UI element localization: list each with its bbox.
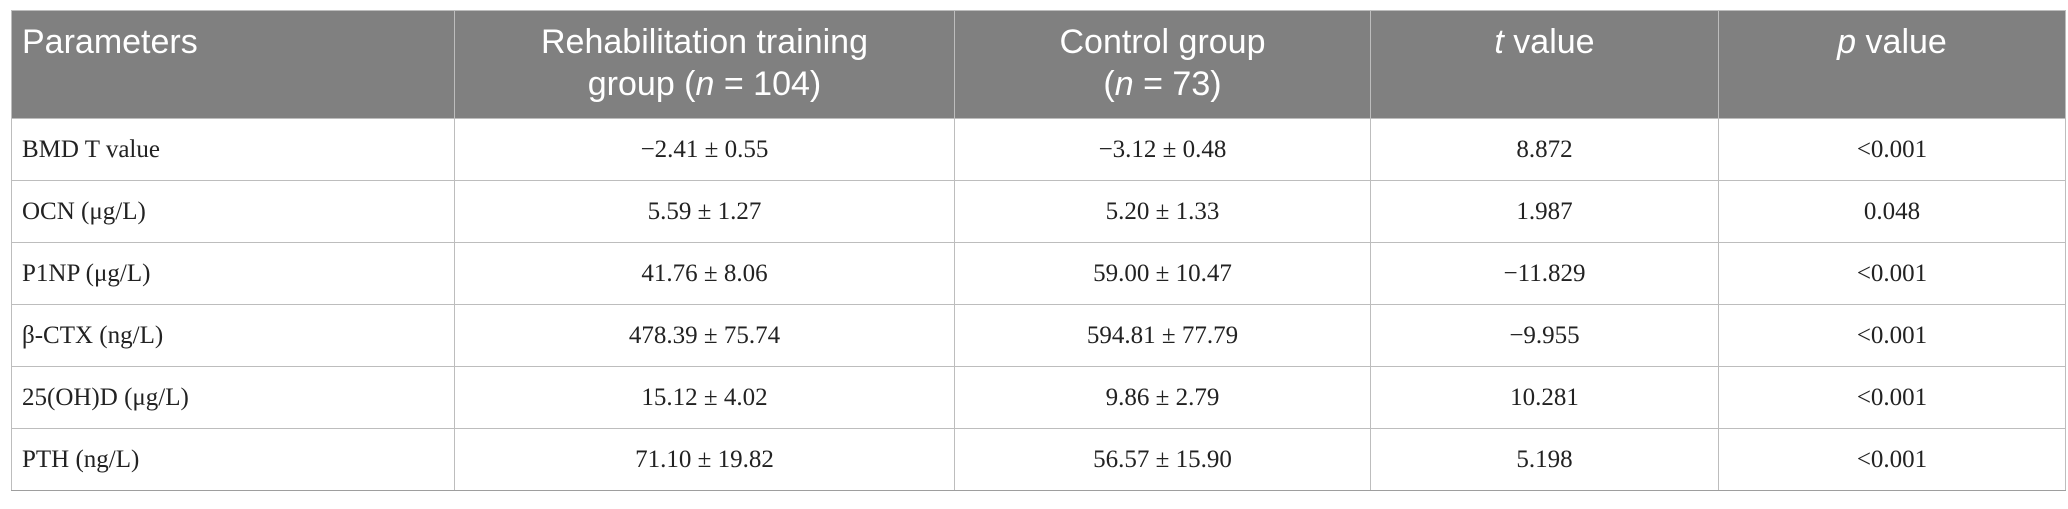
- row-p-value: 0.048: [1718, 180, 2066, 243]
- row-p-value: <0.001: [1718, 118, 2066, 181]
- header-row: Parameters Rehabilitation training group…: [11, 10, 2066, 119]
- row-control-value: 594.81 ± 77.79: [954, 304, 1371, 367]
- header-t-value: t value: [1370, 10, 1719, 119]
- row-parameter: β-CTX (ng/L): [11, 304, 455, 367]
- row-t-value: 5.198: [1370, 428, 1719, 491]
- row-parameter: PTH (ng/L): [11, 428, 455, 491]
- header-p-value: p value: [1718, 10, 2066, 119]
- row-control-value: 5.20 ± 1.33: [954, 180, 1371, 243]
- header-control-group: Control group (n = 73): [954, 10, 1371, 119]
- row-t-value: 10.281: [1370, 366, 1719, 429]
- row-p-value: <0.001: [1718, 428, 2066, 491]
- row-parameter: 25(OH)D (μg/L): [11, 366, 455, 429]
- row-rehab-value: 41.76 ± 8.06: [454, 242, 955, 305]
- row-rehab-value: −2.41 ± 0.55: [454, 118, 955, 181]
- row-p-value: <0.001: [1718, 366, 2066, 429]
- results-table: Parameters Rehabilitation training group…: [11, 10, 2066, 491]
- results-table-container: Parameters Rehabilitation training group…: [11, 10, 2066, 491]
- header-parameters: Parameters: [11, 10, 455, 119]
- row-parameter: OCN (μg/L): [11, 180, 455, 243]
- row-rehab-value: 5.59 ± 1.27: [454, 180, 955, 243]
- header-rehabilitation-group: Rehabilitation training group (n = 104): [454, 10, 955, 119]
- row-t-value: 8.872: [1370, 118, 1719, 181]
- table-row: β-CTX (ng/L) 478.39 ± 75.74 594.81 ± 77.…: [11, 304, 2066, 367]
- row-parameter: BMD T value: [11, 118, 455, 181]
- row-rehab-value: 71.10 ± 19.82: [454, 428, 955, 491]
- row-rehab-value: 15.12 ± 4.02: [454, 366, 955, 429]
- row-t-value: −11.829: [1370, 242, 1719, 305]
- table-row: 25(OH)D (μg/L) 15.12 ± 4.02 9.86 ± 2.79 …: [11, 366, 2066, 429]
- row-t-value: −9.955: [1370, 304, 1719, 367]
- table-row: P1NP (μg/L) 41.76 ± 8.06 59.00 ± 10.47 −…: [11, 242, 2066, 305]
- row-control-value: 56.57 ± 15.90: [954, 428, 1371, 491]
- row-control-value: 9.86 ± 2.79: [954, 366, 1371, 429]
- table-row: OCN (μg/L) 5.59 ± 1.27 5.20 ± 1.33 1.987…: [11, 180, 2066, 243]
- table-row: BMD T value −2.41 ± 0.55 −3.12 ± 0.48 8.…: [11, 118, 2066, 181]
- row-p-value: <0.001: [1718, 304, 2066, 367]
- row-control-value: −3.12 ± 0.48: [954, 118, 1371, 181]
- table-row: PTH (ng/L) 71.10 ± 19.82 56.57 ± 15.90 5…: [11, 428, 2066, 491]
- row-t-value: 1.987: [1370, 180, 1719, 243]
- row-parameter: P1NP (μg/L): [11, 242, 455, 305]
- row-p-value: <0.001: [1718, 242, 2066, 305]
- row-rehab-value: 478.39 ± 75.74: [454, 304, 955, 367]
- row-control-value: 59.00 ± 10.47: [954, 242, 1371, 305]
